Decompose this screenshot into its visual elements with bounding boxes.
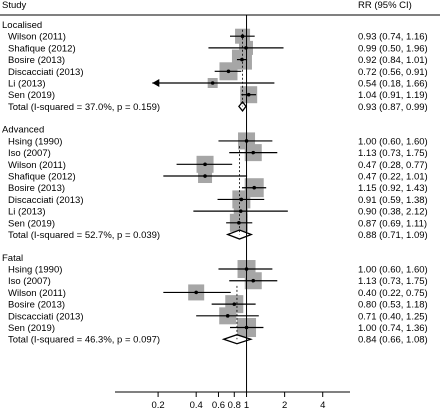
point-estimate — [232, 302, 237, 306]
study-label: Hsing (1990) — [8, 265, 62, 276]
point-estimate — [239, 197, 244, 202]
total-ci-label: 0.93 (0.87, 0.99) — [358, 102, 428, 113]
ci-label: 1.00 (0.74, 1.36) — [358, 323, 428, 334]
group-label: Localised — [2, 20, 42, 31]
x-tick-label: 0.6 — [212, 400, 225, 411]
study-label: Li (2013) — [8, 79, 46, 90]
study-label: Bosire (2013) — [8, 55, 65, 66]
study-label: Sen (2019) — [8, 218, 55, 229]
study-label: Iso (2007) — [8, 148, 51, 159]
total-ci-label: 0.84 (0.66, 1.08) — [358, 335, 428, 346]
study-label: Discacciati (2013) — [8, 195, 84, 206]
point-estimate — [210, 81, 215, 85]
study-label: Discacciati (2013) — [8, 311, 84, 322]
total-label: Total (I-squared = 37.0%, p = 0.159) — [8, 102, 160, 113]
study-label: Li (2013) — [8, 207, 46, 218]
ci-label: 0.87 (0.69, 1.11) — [358, 218, 427, 229]
ci-label: 1.04 (0.91, 1.19) — [358, 90, 428, 101]
point-estimate — [251, 150, 256, 155]
ci-label: 1.13 (0.73, 1.75) — [358, 148, 428, 159]
x-tick-label: 0.2 — [151, 400, 164, 411]
study-label: Sen (2019) — [8, 323, 55, 334]
total-label: Total (I-squared = 46.3%, p = 0.097) — [8, 335, 160, 346]
ci-label: 0.91 (0.59, 1.38) — [358, 195, 428, 206]
study-label: Bosire (2013) — [8, 183, 65, 194]
study-label: Shafique (2012) — [8, 43, 76, 54]
ci-label: 0.80 (0.53, 1.18) — [358, 300, 428, 311]
ci-label: 0.47 (0.28, 0.77) — [358, 160, 428, 171]
study-label: Wilson (2011) — [8, 160, 66, 171]
total-label: Total (I-squared = 52.7%, p = 0.039) — [8, 230, 160, 241]
ci-label: 1.00 (0.60, 1.60) — [358, 265, 428, 276]
ci-label: 0.93 (0.74, 1.16) — [358, 32, 428, 43]
x-tick-label: 4 — [320, 400, 325, 411]
point-estimate — [225, 314, 230, 318]
study-label: Shafique (2012) — [8, 172, 76, 183]
study-label: Wilson (2011) — [8, 32, 66, 43]
point-estimate — [246, 92, 251, 97]
x-tick-label: 0.8 — [228, 400, 241, 411]
ci-label: 0.90 (0.38, 2.12) — [358, 207, 428, 218]
estimate-column-header: RR (95% CI) — [358, 0, 412, 11]
study-label: Wilson (2011) — [8, 288, 66, 299]
point-estimate — [237, 221, 241, 225]
x-tick-label: 1 — [244, 400, 249, 411]
point-estimate — [203, 162, 207, 167]
group-label: Advanced — [2, 125, 44, 136]
ci-label: 0.54 (0.18, 1.66) — [358, 79, 428, 90]
point-estimate — [226, 69, 231, 74]
ci-label: 1.15 (0.92, 1.43) — [358, 183, 428, 194]
point-estimate — [252, 185, 257, 190]
study-column-header: Study — [2, 0, 27, 11]
ci-label: 0.72 (0.56, 0.91) — [358, 67, 428, 78]
ci-label: 0.40 (0.22, 0.75) — [358, 288, 428, 299]
ci-arrow — [152, 79, 160, 87]
ci-label: 1.13 (0.73, 1.75) — [358, 276, 428, 287]
pooled-diamond — [238, 100, 247, 112]
point-estimate — [194, 290, 198, 295]
total-ci-label: 0.88 (0.71, 1.09) — [358, 230, 428, 241]
ci-label: 0.47 (0.22, 1.01) — [358, 172, 428, 183]
ci-label: 0.99 (0.50, 1.96) — [358, 43, 428, 54]
group-label: Fatal — [2, 253, 23, 264]
study-label: Discacciati (2013) — [8, 67, 84, 78]
point-estimate — [244, 46, 248, 50]
x-tick-label: 2 — [282, 400, 287, 411]
study-label: Hsing (1990) — [8, 136, 62, 147]
point-estimate — [240, 34, 245, 38]
ci-label: 0.92 (0.84, 1.01) — [358, 55, 428, 66]
ci-label: 0.71 (0.40, 1.25) — [358, 311, 428, 322]
point-estimate — [251, 278, 256, 283]
study-label: Bosire (2013) — [8, 300, 65, 311]
x-tick-label: 0.4 — [190, 400, 203, 411]
point-estimate — [203, 174, 207, 178]
point-estimate — [240, 57, 244, 62]
study-label: Sen (2019) — [8, 90, 55, 101]
ci-label: 1.00 (0.60, 1.60) — [358, 136, 428, 147]
study-label: Iso (2007) — [8, 276, 51, 287]
